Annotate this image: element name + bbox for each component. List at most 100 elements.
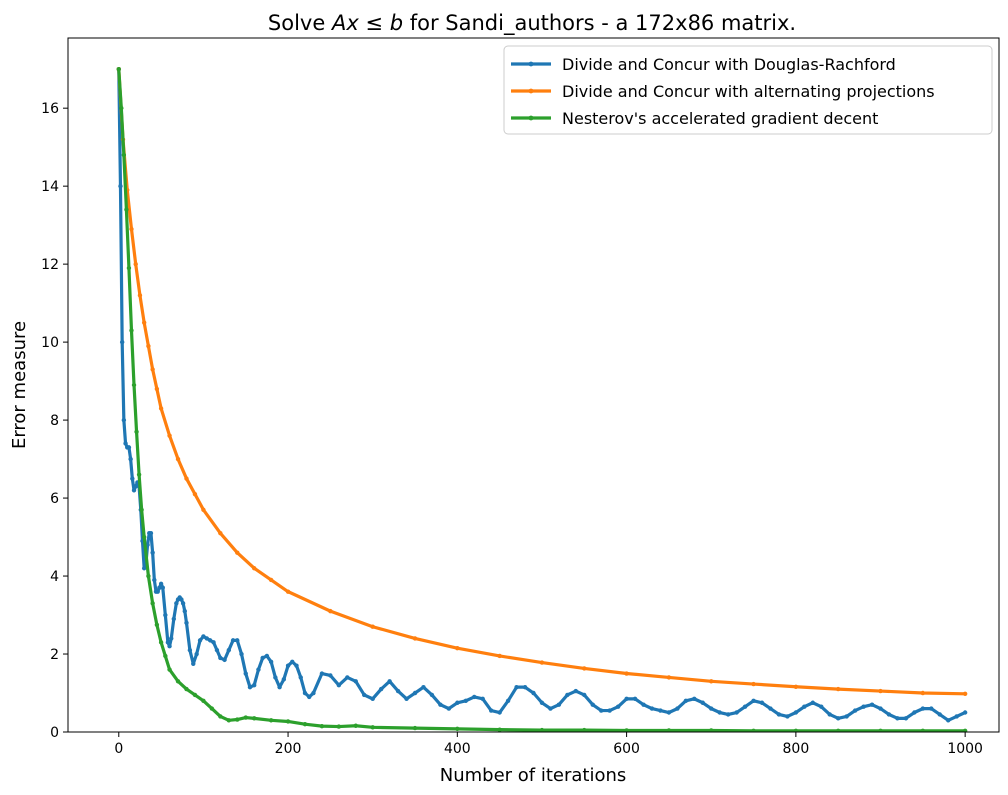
legend-label: Nesterov's accelerated gradient decent <box>562 109 878 128</box>
data-point <box>218 530 223 536</box>
data-point <box>861 704 866 709</box>
data-point <box>128 456 133 462</box>
data-point <box>954 714 959 719</box>
data-point <box>387 679 392 684</box>
data-point <box>412 636 418 641</box>
data-point <box>152 577 157 583</box>
data-point <box>134 429 139 434</box>
data-point <box>455 726 460 732</box>
data-point <box>878 688 883 694</box>
series-1 <box>116 66 968 723</box>
data-point <box>742 704 748 709</box>
data-point <box>709 706 714 711</box>
data-point <box>776 712 782 717</box>
data-point <box>353 679 358 684</box>
data-point <box>539 727 545 732</box>
data-point <box>615 704 621 709</box>
y-tick-label: 4 <box>50 569 59 585</box>
data-point <box>194 651 199 657</box>
data-point <box>472 694 477 700</box>
data-point <box>160 585 165 590</box>
data-point <box>302 690 308 696</box>
data-point <box>852 708 858 713</box>
data-point <box>962 728 968 732</box>
data-point <box>962 691 968 696</box>
data-point <box>146 573 151 579</box>
x-tick-label: 800 <box>783 741 810 757</box>
data-point <box>264 653 270 659</box>
data-point <box>133 261 138 267</box>
data-point <box>438 702 443 707</box>
data-point <box>522 684 528 690</box>
legend-entry: Divide and Concur with Douglas-Rachford <box>511 55 896 74</box>
data-point <box>126 445 132 450</box>
y-tick-label: 16 <box>41 101 59 117</box>
data-point <box>167 667 172 672</box>
data-point <box>239 651 244 657</box>
data-point <box>734 710 739 715</box>
data-point <box>378 686 384 692</box>
data-point <box>480 696 485 702</box>
data-point <box>184 476 189 481</box>
data-point <box>539 700 545 705</box>
data-point <box>929 706 934 711</box>
data-point <box>141 320 147 325</box>
data-point <box>395 688 401 694</box>
data-point <box>218 655 223 661</box>
data-point <box>548 706 553 711</box>
data-point <box>319 723 325 729</box>
data-point <box>878 706 883 711</box>
data-point <box>582 692 587 698</box>
chart-title: Solve Ax ≤ b for Sandi_authors - a 172x8… <box>268 11 796 36</box>
data-point <box>230 638 236 643</box>
data-point <box>211 640 216 645</box>
legend-marker <box>528 61 534 67</box>
data-point <box>146 343 151 349</box>
data-point <box>336 683 342 688</box>
data-point <box>632 696 638 702</box>
data-point <box>136 472 142 477</box>
data-point <box>285 663 291 668</box>
data-point <box>268 718 274 723</box>
y-axis: 0 2 4 6 8 10 12 14 16 <box>41 101 68 741</box>
x-tick-label: 400 <box>444 741 471 757</box>
data-point <box>514 684 519 690</box>
data-point <box>700 700 705 705</box>
data-point <box>218 714 223 719</box>
data-point <box>590 702 595 707</box>
data-point <box>827 712 832 717</box>
data-point <box>169 636 174 641</box>
data-point <box>345 675 350 680</box>
data-point <box>192 692 198 698</box>
data-point <box>182 608 187 614</box>
data-point <box>463 698 468 704</box>
legend: Divide and Concur with Douglas-Rachford D… <box>503 45 993 135</box>
data-point <box>167 644 172 649</box>
y-tick-label: 8 <box>50 413 59 429</box>
data-point <box>252 683 257 688</box>
data-point <box>302 722 308 727</box>
data-point <box>123 441 128 446</box>
data-point <box>624 728 629 732</box>
data-point <box>835 716 841 721</box>
data-point <box>201 698 206 704</box>
data-point <box>131 488 137 493</box>
data-point <box>252 716 257 721</box>
data-point <box>717 710 722 715</box>
data-point <box>187 647 193 653</box>
data-point <box>878 728 883 732</box>
data-point <box>336 724 342 729</box>
x-tick-label: 0 <box>114 741 123 757</box>
data-point <box>455 645 460 651</box>
data-point <box>446 706 452 711</box>
data-point <box>243 671 248 676</box>
data-point <box>607 708 612 713</box>
data-point <box>281 677 287 682</box>
legend-marker <box>528 115 534 121</box>
data-point <box>488 708 494 713</box>
data-point <box>243 715 248 720</box>
data-point <box>709 728 714 732</box>
data-point <box>214 647 220 653</box>
data-point <box>895 716 900 721</box>
